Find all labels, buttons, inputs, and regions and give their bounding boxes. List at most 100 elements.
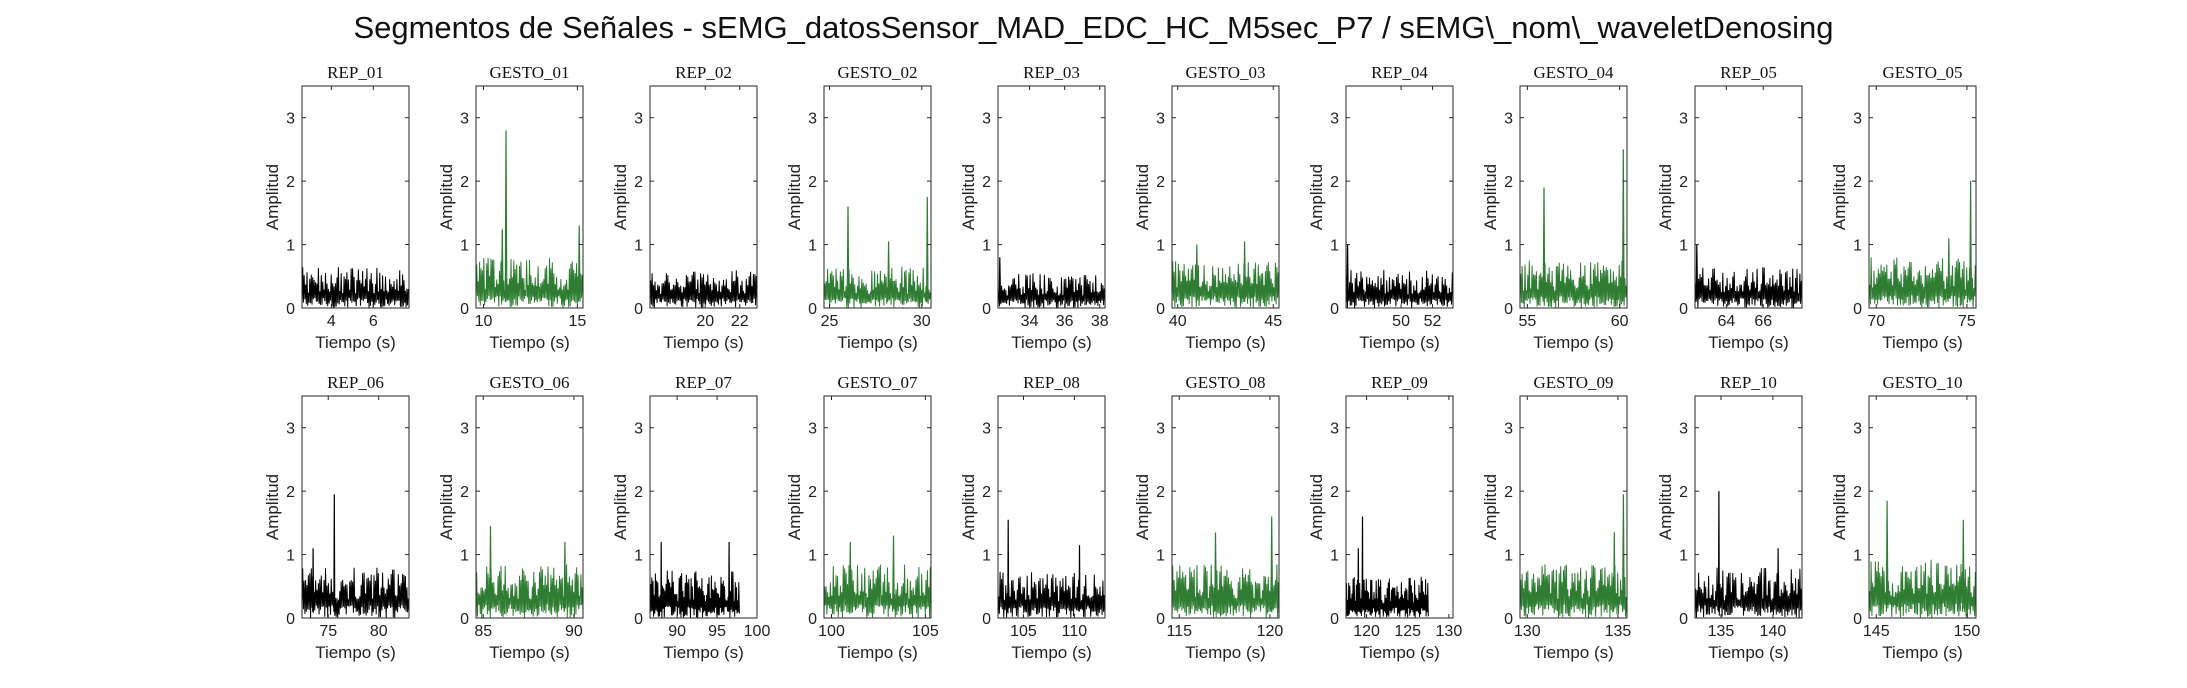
signal-peak (1361, 516, 1364, 612)
subplot-title: REP_08 (1023, 373, 1080, 392)
subplot-rep_02: 0 1 2 3 20 22 REP_02 Tiempo (s) Amplitud (611, 63, 758, 352)
y-tick-label: 1 (1504, 238, 1513, 255)
y-tick-label: 2 (1504, 174, 1513, 191)
x-tick-label: 50 (1392, 313, 1410, 330)
y-tick-label: 1 (1156, 238, 1165, 255)
axes-box (649, 85, 758, 309)
subplot-title: REP_09 (1371, 373, 1428, 392)
x-axis-label: Tiempo (s) (1185, 643, 1266, 662)
y-tick-label: 0 (1504, 301, 1513, 318)
y-tick-label: 3 (1156, 111, 1165, 128)
signal-peak (504, 130, 508, 302)
signal-trace (301, 267, 410, 308)
signal-peak (563, 541, 567, 612)
signal-peak (1622, 494, 1625, 612)
x-axis-label: Tiempo (s) (663, 333, 744, 352)
subplot-title: REP_03 (1023, 63, 1080, 82)
x-tick-label: 105 (912, 623, 939, 640)
axes-box (1171, 85, 1280, 309)
y-axis-label: Amplitud (1481, 164, 1500, 230)
signal-trace (1694, 567, 1803, 618)
signal-peak (1357, 548, 1360, 612)
y-tick-label: 1 (1330, 548, 1339, 565)
y-tick-label: 2 (1504, 484, 1513, 501)
y-tick-label: 3 (982, 421, 991, 438)
axes-box (475, 395, 584, 619)
subplot-title: REP_07 (675, 373, 732, 392)
subplot-rep_09: 0 1 2 3 120 125 130 REP_09 Tiempo (s) Amplitud (1307, 373, 1462, 662)
x-tick-label: 34 (1021, 313, 1039, 330)
signal-peak (1622, 149, 1625, 302)
signal-peak (1195, 244, 1199, 302)
x-axis-label: Tiempo (s) (1011, 333, 1092, 352)
y-axis-label: Amplitud (437, 164, 456, 230)
subplot-rep_10: 0 1 2 3 135 140 REP_10 Tiempo (s) Amplitud (1656, 373, 1803, 662)
x-tick-label: 135 (1605, 623, 1632, 640)
axes-box (1345, 85, 1454, 309)
y-tick-label: 2 (460, 484, 469, 501)
x-tick-label: 10 (475, 313, 493, 330)
subplot-gesto_08: 0 1 2 3 115 120 GESTO_08 Tiempo (s) Amplitud (1133, 373, 1283, 662)
y-tick-label: 3 (1853, 421, 1862, 438)
y-tick-label: 2 (808, 174, 817, 191)
signal-trace (1171, 261, 1280, 308)
signal-trace (649, 270, 758, 309)
subplot-title: REP_02 (675, 63, 732, 82)
y-tick-label: 3 (1330, 111, 1339, 128)
y-tick-label: 2 (808, 484, 817, 501)
y-axis-label: Amplitud (1133, 474, 1152, 540)
subplot-rep_01: 0 1 2 3 4 6 REP_01 Tiempo (s) Amplitud (263, 63, 410, 352)
subplot-gesto_05: 0 1 2 3 70 75 GESTO_05 Tiempo (s) Amplitud (1830, 63, 1977, 352)
y-tick-label: 0 (1853, 301, 1862, 318)
subplot-rep_03: 0 1 2 3 34 36 38 REP_03 Tiempo (s) Amplitud (959, 63, 1109, 352)
y-tick-label: 2 (1156, 174, 1165, 191)
x-tick-label: 90 (668, 623, 686, 640)
y-tick-label: 1 (286, 238, 295, 255)
x-tick-label: 6 (369, 313, 378, 330)
x-tick-label: 30 (913, 313, 931, 330)
subplot-title: GESTO_04 (1534, 63, 1614, 82)
subplot-title: GESTO_06 (490, 373, 570, 392)
signal-peak (500, 228, 504, 302)
signal-peak (1270, 516, 1274, 612)
x-axis-label: Tiempo (s) (1708, 333, 1789, 352)
signal-peak (1243, 241, 1246, 302)
subplot-title: REP_01 (327, 63, 384, 82)
x-axis-label: Tiempo (s) (837, 333, 918, 352)
x-axis-label: Tiempo (s) (1708, 643, 1789, 662)
y-tick-label: 3 (1853, 111, 1862, 128)
y-tick-label: 3 (1330, 421, 1339, 438)
axes-box (1519, 85, 1628, 309)
y-tick-label: 1 (286, 548, 295, 565)
y-tick-label: 0 (1330, 301, 1339, 318)
x-axis-label: Tiempo (s) (1359, 643, 1440, 662)
y-tick-label: 1 (1853, 238, 1862, 255)
signal-trace (1868, 559, 1977, 619)
x-tick-label: 4 (327, 313, 336, 330)
axes-box (1868, 85, 1977, 309)
subplot-gesto_01: 0 1 2 3 10 15 GESTO_01 Tiempo (s) Amplitud (437, 63, 586, 352)
x-axis-label: Tiempo (s) (1882, 333, 1963, 352)
signal-trace (997, 273, 1106, 308)
y-tick-label: 1 (460, 238, 469, 255)
y-axis-label: Amplitud (437, 474, 456, 540)
x-tick-label: 55 (1518, 313, 1536, 330)
signal-trace (1345, 269, 1454, 308)
y-tick-label: 0 (808, 301, 817, 318)
subplot-title: GESTO_09 (1534, 373, 1614, 392)
x-tick-label: 95 (708, 623, 726, 640)
signal-peak (1214, 532, 1217, 612)
subplot-gesto_04: 0 1 2 3 55 60 GESTO_04 Tiempo (s) Amplitud (1481, 63, 1629, 352)
y-tick-label: 3 (460, 421, 469, 438)
signal-trace (997, 571, 1106, 618)
y-tick-label: 2 (634, 484, 643, 501)
y-axis-label: Amplitud (611, 164, 630, 230)
y-tick-label: 3 (286, 111, 295, 128)
x-axis-label: Tiempo (s) (489, 643, 570, 662)
subplot-gesto_02: 0 1 2 3 25 30 GESTO_02 Tiempo (s) Amplitud (785, 63, 932, 352)
signal-peak (887, 241, 890, 302)
y-tick-label: 3 (808, 421, 817, 438)
x-axis-label: Tiempo (s) (663, 643, 744, 662)
y-tick-label: 1 (982, 238, 991, 255)
x-axis-label: Tiempo (s) (1185, 333, 1266, 352)
